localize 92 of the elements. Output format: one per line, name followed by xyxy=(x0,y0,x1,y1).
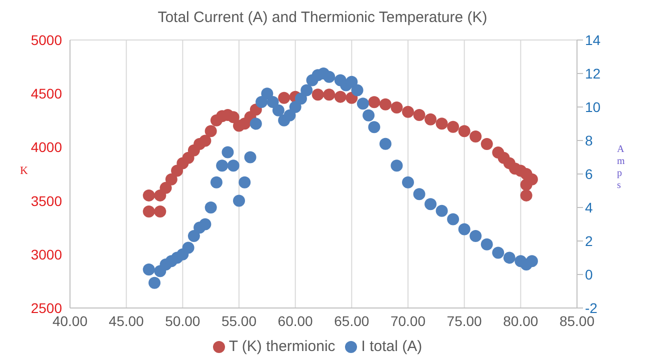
point xyxy=(238,176,251,188)
y-tick-label: 3500 xyxy=(30,192,62,209)
point xyxy=(436,118,448,130)
point xyxy=(346,92,358,104)
y2-tick-label: 2 xyxy=(585,232,593,249)
point xyxy=(413,109,426,122)
point xyxy=(470,230,482,242)
y2-tick-label: 0 xyxy=(585,266,593,282)
point xyxy=(351,84,364,96)
y2-tick-label: 14 xyxy=(585,32,601,48)
point xyxy=(165,173,178,186)
x-tick-label: 50.00 xyxy=(165,312,200,329)
y-tick-label: 5000 xyxy=(30,32,62,48)
point xyxy=(470,130,482,142)
point xyxy=(520,189,532,202)
y2-tick-label: 4 xyxy=(585,199,593,216)
point xyxy=(436,204,448,217)
point xyxy=(402,106,414,118)
point xyxy=(492,246,504,259)
point xyxy=(346,76,358,88)
x-tick-label: 60.00 xyxy=(278,312,314,329)
point xyxy=(227,111,240,124)
x-tick-label: 75.00 xyxy=(446,312,482,329)
point xyxy=(148,276,160,289)
y-tick-label: 4000 xyxy=(30,139,62,156)
point xyxy=(334,90,346,103)
point xyxy=(447,120,460,133)
point xyxy=(204,202,217,214)
point xyxy=(210,176,222,188)
point xyxy=(413,188,426,200)
point xyxy=(368,121,380,134)
point xyxy=(142,263,155,276)
point xyxy=(199,134,212,147)
point xyxy=(289,101,302,113)
point xyxy=(204,125,217,138)
point xyxy=(458,223,470,236)
y-tick-label: 4500 xyxy=(30,86,62,102)
y-tick-label: 3000 xyxy=(30,246,62,262)
legend-label: T (K) thermionic xyxy=(228,338,336,355)
x-tick-label: 55.00 xyxy=(221,312,257,329)
point xyxy=(447,213,460,226)
y2-tick-label: 6 xyxy=(585,166,593,182)
point xyxy=(390,102,403,114)
point xyxy=(266,96,279,108)
point xyxy=(256,96,268,108)
point xyxy=(312,88,324,101)
y2-tick-label: 10 xyxy=(585,98,601,115)
point xyxy=(233,194,245,207)
point xyxy=(424,198,437,210)
point xyxy=(526,255,538,268)
point xyxy=(379,98,392,110)
point xyxy=(424,113,437,126)
point xyxy=(356,98,369,110)
y2-tick-label: 8 xyxy=(585,132,593,148)
y2-tick-label: 12 xyxy=(585,65,601,82)
point xyxy=(160,182,172,194)
point xyxy=(154,206,166,218)
point xyxy=(142,189,155,202)
point xyxy=(222,146,234,158)
x-tick-label: 65.00 xyxy=(334,312,370,329)
point xyxy=(300,84,313,96)
point xyxy=(402,176,414,188)
x-tick-label: 45.00 xyxy=(108,312,144,329)
x-tick-label: 70.00 xyxy=(390,312,426,329)
point xyxy=(294,92,307,105)
point xyxy=(284,109,296,122)
point xyxy=(503,252,516,264)
legend-label: I total (A) xyxy=(361,338,422,355)
point xyxy=(480,238,493,250)
point xyxy=(458,125,470,138)
point xyxy=(142,206,155,218)
point xyxy=(390,160,403,172)
point xyxy=(227,160,240,172)
y2-axis-title: Amps xyxy=(617,144,625,191)
point xyxy=(244,151,256,164)
point xyxy=(216,160,228,172)
chart-title: Total Current (A) and Thermionic Temperature (K) xyxy=(156,8,488,28)
point xyxy=(250,118,262,130)
point xyxy=(261,88,274,100)
point xyxy=(379,138,392,150)
point xyxy=(272,104,284,116)
point xyxy=(362,109,375,122)
point xyxy=(278,92,290,104)
point xyxy=(188,230,200,242)
point xyxy=(323,88,336,101)
point xyxy=(323,70,336,83)
x-tick-label: 80.00 xyxy=(503,312,538,329)
y-axis-title: K xyxy=(20,165,28,177)
point xyxy=(182,242,194,254)
point xyxy=(199,218,212,230)
point xyxy=(368,96,380,108)
point xyxy=(480,138,493,150)
